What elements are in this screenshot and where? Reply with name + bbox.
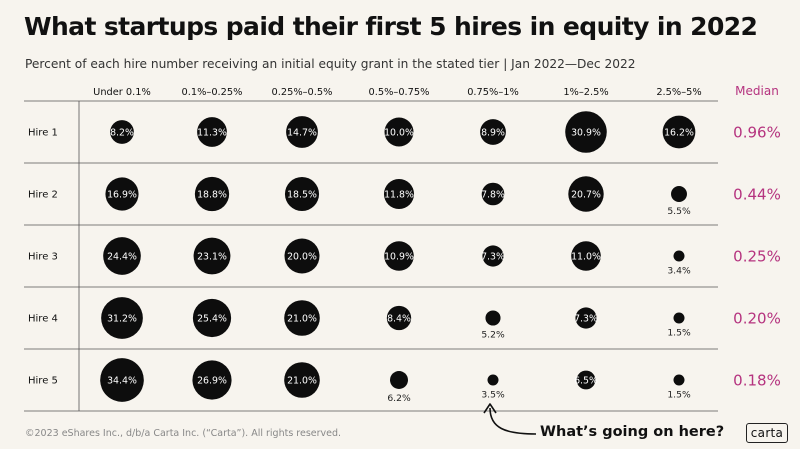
data-label: 18.8% bbox=[197, 189, 227, 200]
data-label: 10.9% bbox=[384, 251, 414, 262]
row-label: Hire 1 bbox=[28, 128, 58, 139]
data-label: 25.4% bbox=[197, 313, 227, 324]
data-bubble bbox=[286, 116, 318, 148]
data-bubble bbox=[384, 241, 414, 271]
column-header: Under 0.1% bbox=[93, 87, 151, 98]
data-bubble bbox=[480, 119, 506, 145]
data-bubble bbox=[671, 186, 687, 202]
median-value: 0.44% bbox=[733, 186, 781, 204]
data-label: 18.5% bbox=[287, 189, 317, 200]
median-value: 0.20% bbox=[733, 310, 781, 328]
callout-text: What’s going on here? bbox=[540, 424, 725, 440]
column-header: 1%–2.5% bbox=[563, 87, 608, 98]
data-label: 6.5% bbox=[574, 375, 598, 386]
data-bubble bbox=[390, 371, 408, 389]
data-bubble bbox=[383, 178, 415, 210]
data-label: 7.3% bbox=[481, 251, 505, 262]
data-bubble bbox=[284, 176, 320, 212]
data-label: 11.0% bbox=[571, 251, 601, 262]
data-label: 30.9% bbox=[571, 127, 601, 138]
data-label: 34.4% bbox=[107, 375, 137, 386]
data-bubble bbox=[576, 370, 596, 390]
data-bubble bbox=[575, 307, 597, 329]
data-bubble bbox=[105, 177, 139, 211]
data-bubble bbox=[481, 182, 505, 206]
data-bubble bbox=[386, 305, 412, 331]
column-header: 2.5%–5% bbox=[656, 87, 701, 98]
data-label: 1.5% bbox=[667, 328, 691, 339]
data-label: 21.0% bbox=[287, 375, 317, 386]
median-value: 0.96% bbox=[733, 124, 781, 142]
data-label: 8.9% bbox=[481, 127, 505, 138]
column-header: 0.5%–0.75% bbox=[369, 87, 430, 98]
data-label: 7.3% bbox=[574, 313, 598, 324]
column-header: 0.1%–0.25% bbox=[182, 87, 243, 98]
data-bubble bbox=[571, 241, 601, 271]
data-bubble bbox=[384, 117, 414, 147]
data-bubble bbox=[568, 176, 604, 212]
data-label: 16.2% bbox=[664, 127, 694, 138]
data-label: 24.4% bbox=[107, 251, 137, 262]
callout-arrow bbox=[489, 407, 537, 435]
data-label: 11.3% bbox=[197, 127, 227, 138]
data-bubble bbox=[193, 237, 231, 275]
data-label: 26.9% bbox=[197, 375, 227, 386]
data-label: 21.0% bbox=[287, 313, 317, 324]
data-bubble bbox=[485, 310, 501, 326]
data-label: 8.2% bbox=[110, 127, 134, 138]
median-value: 0.18% bbox=[733, 372, 781, 390]
data-bubble bbox=[284, 300, 320, 336]
row-label: Hire 3 bbox=[28, 252, 58, 263]
data-bubble bbox=[565, 111, 607, 153]
carta-logo: carta bbox=[746, 423, 788, 443]
column-header: 0.25%–0.5% bbox=[272, 87, 333, 98]
data-label: 3.5% bbox=[481, 390, 505, 401]
data-bubble bbox=[673, 312, 685, 324]
copyright-footer: ©2023 eShares Inc., d/b/a Carta Inc. (“C… bbox=[25, 428, 342, 439]
data-bubble bbox=[103, 237, 141, 275]
column-header: 0.75%–1% bbox=[467, 87, 519, 98]
data-bubble bbox=[673, 374, 685, 386]
row-label: Hire 2 bbox=[28, 190, 58, 201]
data-bubble bbox=[284, 362, 320, 398]
data-bubble bbox=[192, 298, 232, 338]
data-label: 3.4% bbox=[667, 266, 691, 277]
data-label: 16.9% bbox=[107, 189, 137, 200]
data-label: 5.5% bbox=[667, 206, 691, 217]
data-label: 11.8% bbox=[384, 189, 414, 200]
data-bubble bbox=[110, 120, 134, 144]
data-label: 20.0% bbox=[287, 251, 317, 262]
chart-subtitle: Percent of each hire number receiving an… bbox=[25, 57, 636, 71]
data-bubble bbox=[197, 117, 227, 147]
data-label: 1.5% bbox=[667, 390, 691, 401]
callout-arrowhead bbox=[483, 403, 497, 414]
data-bubble bbox=[482, 245, 504, 267]
data-bubble bbox=[101, 297, 143, 339]
median-value: 0.25% bbox=[733, 248, 781, 266]
data-label: 31.2% bbox=[107, 313, 137, 324]
data-bubble bbox=[100, 358, 144, 402]
data-label: 8.4% bbox=[387, 313, 411, 324]
data-bubble bbox=[194, 176, 230, 212]
row-label: Hire 5 bbox=[28, 376, 58, 387]
data-bubble bbox=[662, 115, 696, 149]
data-bubble bbox=[192, 360, 232, 400]
data-label: 5.2% bbox=[481, 330, 505, 341]
chart-title: What startups paid their first 5 hires i… bbox=[24, 12, 758, 41]
data-label: 20.7% bbox=[571, 189, 601, 200]
data-bubble bbox=[284, 238, 320, 274]
data-label: 23.1% bbox=[197, 251, 227, 262]
data-label: 6.2% bbox=[387, 393, 411, 404]
data-label: 7.8% bbox=[481, 189, 505, 200]
median-header: Median bbox=[735, 84, 779, 98]
data-bubble bbox=[487, 374, 499, 386]
data-label: 10.0% bbox=[384, 127, 414, 138]
data-label: 14.7% bbox=[287, 127, 317, 138]
data-bubble bbox=[673, 250, 685, 262]
row-label: Hire 4 bbox=[28, 314, 58, 325]
